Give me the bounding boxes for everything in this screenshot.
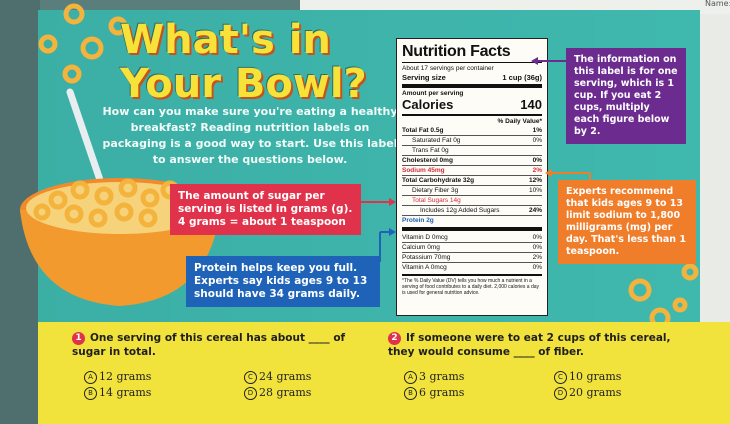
- name-label: Name:: [705, 0, 730, 8]
- serving-size-value: 1 cup (36g): [502, 73, 542, 82]
- nutrition-facts-panel: Nutrition Facts About 17 servings per co…: [396, 38, 548, 316]
- calories-value: 140: [520, 97, 542, 112]
- sodium-callout: Experts recommend that kids ages 9 to 13…: [558, 180, 696, 264]
- arrow-sodium-icon: [545, 169, 591, 180]
- paper-right-edge: [700, 14, 730, 324]
- question-2: 2 If someone were to eat 2 cups of this c…: [388, 331, 688, 359]
- serving-info-callout: The information on this label is for one…: [566, 48, 686, 144]
- q1-option-a[interactable]: A 12 grams: [84, 371, 151, 384]
- vitamin-row: Potassium 70mg 2%: [402, 252, 542, 261]
- nutrient-row-sugars: Total Sugars 14g: [402, 195, 542, 205]
- nutrient-row: Includes 12g Added Sugars 24%: [402, 205, 542, 215]
- nutrient-row: Cholesterol 0mg 0%: [402, 155, 542, 164]
- daily-value-footnote: *The % Daily Value (DV) tells you how mu…: [402, 278, 540, 296]
- nutrient-row: Dietary Fiber 3g 10%: [402, 185, 542, 195]
- sugar-callout: The amount of sugar per serving is liste…: [170, 184, 361, 235]
- title-line-2: Your Bowl?: [120, 61, 367, 107]
- nutrient-row-sodium: Sodium 45mg 2%: [402, 165, 542, 174]
- title-line-1: What's in: [120, 17, 331, 63]
- arrow-protein-icon: [379, 228, 396, 262]
- nutrient-row-protein: Protein 2g: [402, 215, 542, 225]
- protein-callout: Protein helps keep you full. Experts say…: [186, 256, 380, 307]
- calories-row: Calories 140: [402, 98, 542, 112]
- daily-value-header: % Daily Value*: [497, 118, 542, 125]
- question-number-badge: 2: [388, 332, 401, 345]
- nutrient-row: Saturated Fat 0g 0%: [402, 135, 542, 145]
- q2-option-d[interactable]: D 20 grams: [554, 387, 621, 400]
- arrow-serving-icon: [531, 57, 566, 65]
- vitamin-row: Calcium 0mg 0%: [402, 242, 542, 251]
- question-number-badge: 1: [72, 332, 85, 345]
- question-1: 1 One serving of this cereal has about __…: [72, 331, 372, 359]
- arrow-sugar-icon: [361, 198, 396, 206]
- questions-band: [38, 322, 730, 424]
- nutrient-row: Trans Fat 0g: [402, 145, 542, 155]
- page-title: What's in Your Bowl?: [120, 18, 400, 106]
- calories-label: Calories: [402, 97, 454, 112]
- serving-size-label: Serving size: [402, 73, 446, 82]
- serving-size-row: Serving size 1 cup (36g): [402, 73, 542, 82]
- q1-option-d[interactable]: D 28 grams: [244, 387, 311, 400]
- vitamin-row: Vitamin A 0mcg 0%: [402, 262, 542, 271]
- q1-option-b[interactable]: B 14 grams: [84, 387, 151, 400]
- intro-text: How can you make sure you're eating a he…: [102, 105, 398, 166]
- servings-per-container: About 17 servings per container: [402, 65, 494, 72]
- question-2-text: If someone were to eat 2 cups of this ce…: [388, 332, 671, 358]
- question-1-text: One serving of this cereal has about ___…: [72, 332, 346, 358]
- q2-option-c[interactable]: C 10 grams: [554, 371, 621, 384]
- nutrient-row: Total Carbohydrate 32g 12%: [402, 175, 542, 184]
- nutrition-facts-title: Nutrition Facts: [402, 43, 511, 60]
- vitamin-row: Vitamin D 0mcg 0%: [402, 234, 542, 241]
- nutrient-row: Total Fat 0.5g 1%: [402, 127, 542, 134]
- amount-per-serving: Amount per serving: [402, 90, 464, 97]
- q1-option-c[interactable]: C 24 grams: [244, 371, 311, 384]
